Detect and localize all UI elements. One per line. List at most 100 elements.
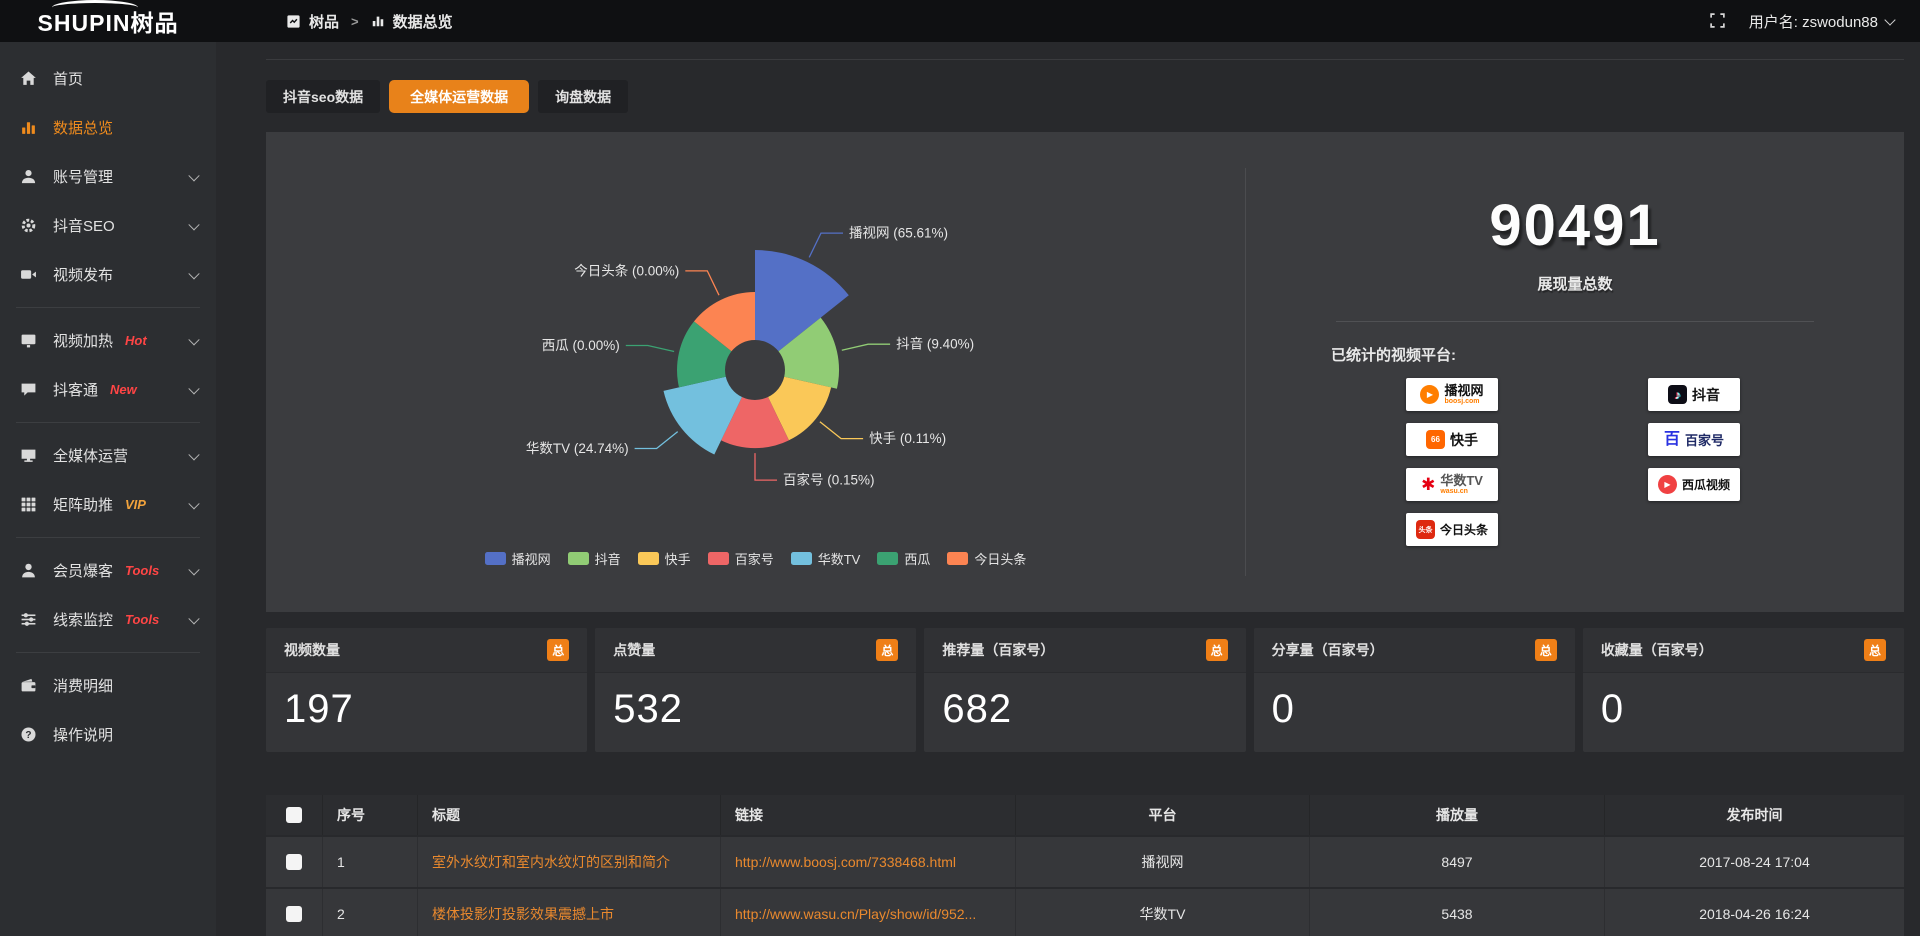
- legend-label: 抖音: [594, 552, 621, 567]
- person-icon: [20, 562, 40, 580]
- legend-swatch: [947, 552, 969, 565]
- sidebar-item-label: 数据总览: [53, 120, 114, 137]
- pie-label-西瓜: 西瓜 (0.00%): [542, 338, 620, 353]
- pie-label-line: [819, 421, 864, 440]
- breadcrumb: 树品 > 数据总览: [286, 11, 453, 32]
- sidebar-item-instructions[interactable]: ? 操作说明: [0, 710, 216, 759]
- pie-label-播视网: 播视网 (65.61%): [849, 226, 948, 241]
- legend-item-播视网[interactable]: 播视网: [484, 549, 551, 568]
- legend-item-华数TV[interactable]: 华数TV: [790, 549, 860, 568]
- table-row: 2 楼体投影灯投影效果震撼上市 http://www.wasu.cn/Play/sh…: [266, 887, 1904, 936]
- sidebar-item-consumption-detail[interactable]: 消费明细: [0, 661, 216, 710]
- sidebar-item-data-overview[interactable]: 数据总览: [0, 103, 216, 152]
- legend-label: 今日头条: [974, 552, 1027, 567]
- chevron-down-icon: [188, 169, 200, 181]
- legend-item-西瓜[interactable]: 西瓜: [877, 549, 930, 568]
- stat-card: 点赞量 总 532: [595, 628, 917, 752]
- sidebar-item-video-heat[interactable]: 视频加热 Hot: [0, 316, 216, 365]
- total-impressions-label: 展现量总数: [1537, 276, 1613, 293]
- legend-label: 百家号: [734, 552, 774, 567]
- platforms-title: 已统计的视频平台:: [1331, 347, 1456, 364]
- stat-card: 收藏量（百家号） 总 0: [1582, 628, 1905, 752]
- video-title-link[interactable]: 楼体投影灯投影效果震撼上市: [432, 906, 614, 922]
- chevron-down-icon: [188, 333, 200, 345]
- sidebar-item-label: 抖音SEO: [53, 218, 115, 235]
- sidebar-item-label: 视频发布: [53, 267, 114, 284]
- sidebar-item-account-manage[interactable]: 账号管理: [0, 152, 216, 201]
- sidebar-item-tag: Tools: [125, 563, 160, 578]
- sidebar-item-matrix-boost[interactable]: 矩阵助推 VIP: [0, 480, 216, 529]
- tab-3[interactable]: 询盘数据: [538, 80, 629, 113]
- sidebar-item-label: 全媒体运营: [53, 448, 129, 465]
- legend-item-百家号[interactable]: 百家号: [707, 549, 774, 568]
- user-icon: [20, 168, 40, 186]
- column-header-1: 序号: [322, 795, 417, 835]
- sidebar-item-tag: Hot: [125, 333, 147, 348]
- sidebar-item-video-publish[interactable]: 视频发布: [0, 250, 216, 299]
- sidebar-item-member-baoke[interactable]: 会员爆客 Tools: [0, 546, 216, 595]
- chevron-down-icon: [188, 612, 200, 624]
- sidebar-item-douketong[interactable]: 抖客通 New: [0, 365, 216, 414]
- stat-card-value: 0: [1271, 687, 1295, 731]
- pie-slice-今日头条[interactable]: [694, 292, 755, 352]
- video-url-link[interactable]: http://www.boosj.com/7338468.html: [735, 854, 957, 870]
- pie-label-百家号: 百家号 (0.15%): [783, 472, 875, 488]
- pie-slice-西瓜[interactable]: [677, 321, 732, 388]
- stat-card-value: 682: [942, 687, 1013, 731]
- sidebar-item-label: 操作说明: [53, 727, 114, 744]
- pie-label-快手: 快手 (0.11%): [869, 431, 946, 446]
- sidebar-item-media-operation[interactable]: 全媒体运营: [0, 431, 216, 480]
- pie-slice-快手[interactable]: [768, 376, 832, 441]
- pie-label-line: [841, 343, 891, 351]
- sidebar-item-label: 视频加热: [53, 333, 114, 350]
- video-url-link[interactable]: http://www.wasu.cn/Play/show/id/952...: [735, 906, 977, 922]
- legend-swatch: [567, 552, 589, 565]
- sidebar-item-home[interactable]: 首页: [0, 54, 216, 103]
- sidebar-divider: [16, 307, 200, 308]
- fullscreen-icon[interactable]: [1709, 12, 1727, 30]
- user-menu[interactable]: 用户名: zswodun88: [1749, 11, 1896, 32]
- select-all-checkbox[interactable]: [286, 807, 302, 823]
- legend-swatch: [790, 552, 812, 565]
- summary-divider: [1336, 321, 1814, 322]
- pie-slice-百家号[interactable]: [721, 397, 789, 449]
- legend-item-抖音[interactable]: 抖音: [567, 549, 621, 568]
- legend-item-快手[interactable]: 快手: [637, 549, 691, 568]
- help-icon: ?: [20, 726, 40, 744]
- monitor-icon: [20, 447, 40, 465]
- cell-index: 2: [322, 889, 417, 936]
- chevron-down-icon: [188, 382, 200, 394]
- svg-text:?: ?: [25, 730, 31, 741]
- legend-item-今日头条[interactable]: 今日头条: [947, 549, 1026, 568]
- row-checkbox[interactable]: [286, 854, 302, 870]
- cell-platform: 华数TV: [1015, 889, 1309, 936]
- video-title-link[interactable]: 室外水纹灯和室内水纹灯的区别和简介: [432, 854, 670, 870]
- chevron-down-icon: [188, 563, 200, 575]
- sidebar-item-label: 抖客通: [53, 382, 99, 399]
- tab-1[interactable]: 抖音seo数据: [266, 80, 381, 113]
- tab-2[interactable]: 全媒体运营数据: [389, 80, 530, 113]
- cell-platform: 播视网: [1015, 837, 1309, 887]
- sidebar-item-clue-monitor[interactable]: 线索监控 Tools: [0, 595, 216, 644]
- row-checkbox[interactable]: [286, 906, 302, 922]
- stat-cards-row: 视频数量总 197 点赞量总 532 推荐量（百家号）总 682 分享量（百家号）总 0 收藏量…: [266, 628, 1905, 752]
- sidebar-item-douyin-seo[interactable]: 抖音SEO: [0, 201, 216, 250]
- cell-plays: 5438: [1309, 889, 1604, 936]
- legend-label: 播视网: [511, 552, 551, 567]
- app-logo: SHUPIN树品: [0, 0, 216, 42]
- breadcrumb-root[interactable]: 树品: [309, 13, 340, 31]
- chevron-down-icon: [188, 497, 200, 509]
- total-badge: 总: [876, 639, 899, 661]
- sidebar-item-label: 消费明细: [53, 678, 114, 695]
- pie-slice-华数TV[interactable]: [663, 376, 743, 455]
- breadcrumb-current[interactable]: 数据总览: [392, 13, 453, 31]
- platform-badge-douyin: ♪ 抖音: [1648, 378, 1740, 411]
- chart-legend: 播视网 抖音 快手 百家号 华数TV 西瓜 今日头条: [266, 549, 1245, 568]
- pie-slice-抖音[interactable]: [778, 317, 840, 389]
- stat-card-title: 分享量（百家号）: [1271, 642, 1384, 658]
- overview-panel: 播视网 (65.61%) 抖音 (9.40%) 快手 (0.11%) 百家号 (0.1…: [266, 132, 1904, 612]
- breadcrumb-separator: >: [351, 13, 359, 29]
- table-header-row: 序号 标题 链接 平台 播放量 发布时间: [266, 795, 1904, 835]
- pie-label-抖音: 抖音 (9.40%): [896, 336, 974, 352]
- pie-slice-播视网[interactable]: [755, 250, 849, 352]
